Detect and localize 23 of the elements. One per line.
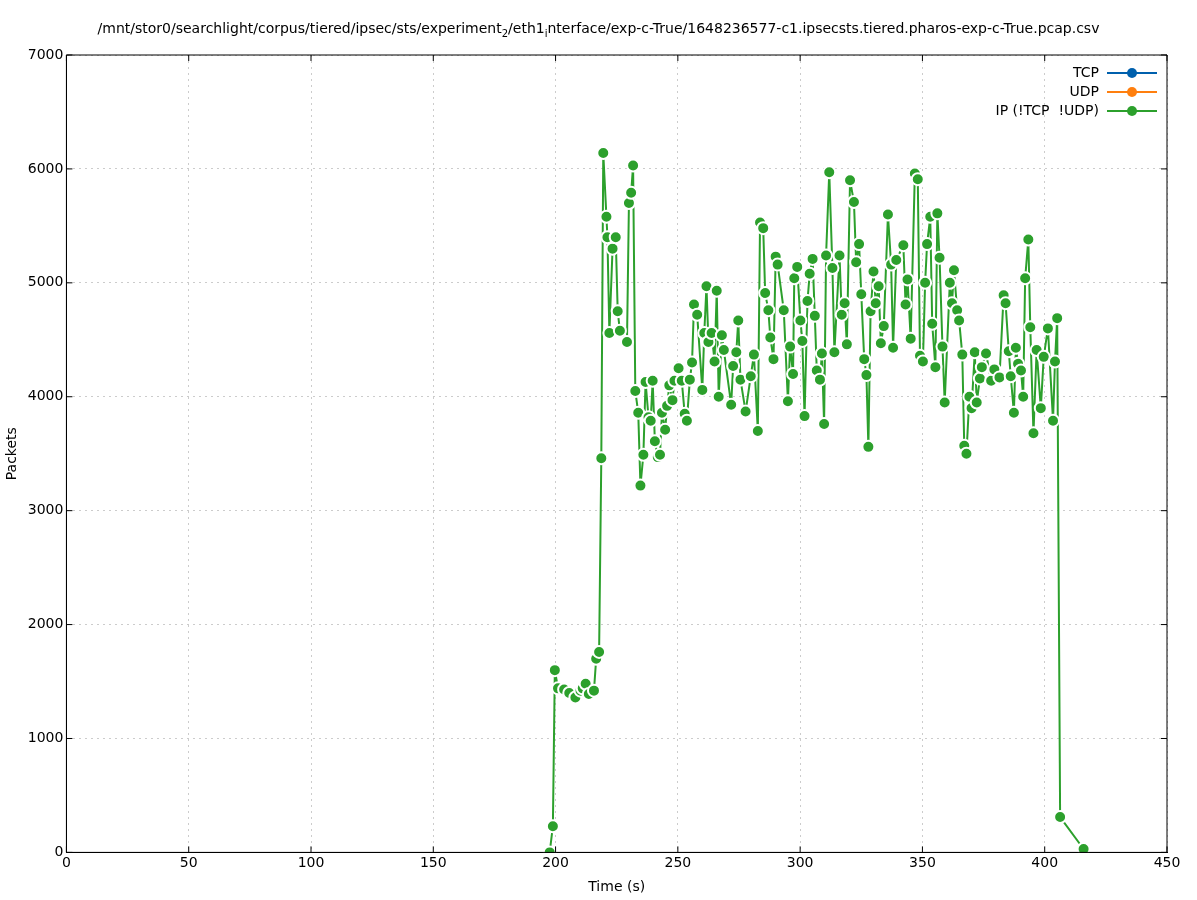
x-tick-label: 250 <box>664 854 692 871</box>
x-tick-label: 450 <box>1153 854 1181 871</box>
y-tick-label: 2000 <box>27 615 64 632</box>
y-tick-label: 5000 <box>27 273 64 290</box>
legend-label: UDP <box>1069 82 1099 99</box>
y-tick-label: 1000 <box>27 729 64 746</box>
x-tick-label: 100 <box>297 854 325 871</box>
chart-title: /mnt/stor0/searchlight/corpus/tiered/ipsec/sts/experiment$_{2}$/eth1$_{i}$nterface/exp-c-True/1648236577-c1.ipsecsts.tiered.pharos-exp-c-True.pcap.csv <box>96 20 1101 39</box>
x-tick-label: 150 <box>419 854 447 871</box>
x-tick-label: 400 <box>1031 854 1059 871</box>
y-tick-label: 3000 <box>27 501 64 518</box>
y-tick-label: 7000 <box>27 45 64 62</box>
y-tick-label: 6000 <box>27 159 64 176</box>
y-axis-title: Packets <box>3 427 20 481</box>
legend-label: TCP <box>1072 63 1099 80</box>
y-tick-label: 0 <box>54 843 64 860</box>
x-tick-label: 50 <box>179 854 198 871</box>
x-tick-label: 200 <box>542 854 569 871</box>
x-tick-label: 350 <box>909 854 936 871</box>
x-tick-label: 300 <box>786 854 814 871</box>
x-axis-title: Time (s) <box>587 878 646 895</box>
y-tick-label: 4000 <box>27 387 64 404</box>
legend-label: IP (!TCP !UDP) <box>995 101 1099 118</box>
